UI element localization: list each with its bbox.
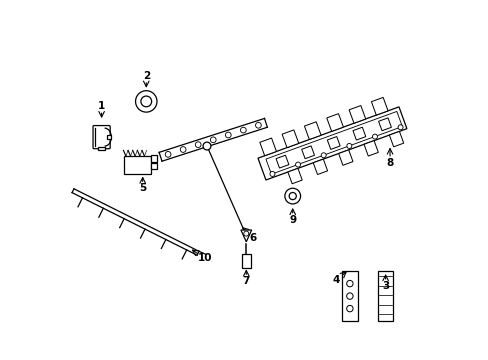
Polygon shape [363, 141, 378, 156]
Polygon shape [241, 230, 251, 242]
Circle shape [346, 305, 352, 312]
Bar [241, 254, 250, 267]
Circle shape [195, 142, 201, 148]
Bar [341, 271, 357, 321]
Circle shape [372, 134, 377, 139]
Circle shape [397, 125, 402, 130]
FancyBboxPatch shape [93, 126, 110, 149]
Bar [151, 163, 157, 169]
Circle shape [288, 193, 296, 200]
Polygon shape [338, 150, 352, 165]
Bar [107, 135, 110, 139]
Polygon shape [265, 112, 402, 174]
Text: 3: 3 [381, 281, 388, 291]
Text: 6: 6 [249, 233, 256, 243]
Polygon shape [259, 138, 276, 156]
Bar [98, 147, 105, 150]
Polygon shape [352, 127, 365, 140]
Text: 1: 1 [98, 102, 105, 111]
Circle shape [141, 96, 151, 107]
Polygon shape [326, 114, 343, 131]
Polygon shape [378, 118, 390, 131]
Circle shape [165, 152, 171, 157]
Polygon shape [301, 146, 314, 159]
Circle shape [240, 127, 245, 133]
Circle shape [321, 153, 325, 158]
Text: 9: 9 [288, 215, 296, 225]
Circle shape [269, 171, 274, 176]
Polygon shape [287, 168, 302, 184]
Polygon shape [258, 107, 406, 180]
Circle shape [255, 122, 261, 128]
Text: 7: 7 [242, 276, 249, 286]
Circle shape [180, 147, 185, 152]
Text: 8: 8 [386, 158, 393, 168]
Circle shape [225, 132, 231, 138]
Text: 10: 10 [198, 253, 212, 263]
Text: 2: 2 [142, 71, 150, 81]
Circle shape [346, 280, 352, 287]
Polygon shape [282, 130, 298, 148]
Polygon shape [276, 155, 288, 168]
Polygon shape [326, 136, 340, 149]
Polygon shape [348, 105, 365, 123]
Bar [377, 271, 393, 321]
Polygon shape [304, 122, 321, 139]
Polygon shape [388, 131, 403, 147]
Text: 5: 5 [139, 183, 146, 193]
Circle shape [203, 142, 210, 150]
Polygon shape [313, 159, 327, 175]
Circle shape [135, 91, 157, 112]
Circle shape [244, 231, 248, 236]
Text: 4: 4 [332, 275, 340, 285]
Circle shape [346, 293, 352, 299]
Circle shape [285, 188, 300, 204]
Bar [123, 156, 150, 174]
Polygon shape [371, 98, 387, 115]
Circle shape [210, 137, 216, 143]
Circle shape [346, 143, 351, 148]
Bar [151, 156, 157, 162]
Circle shape [295, 162, 300, 167]
